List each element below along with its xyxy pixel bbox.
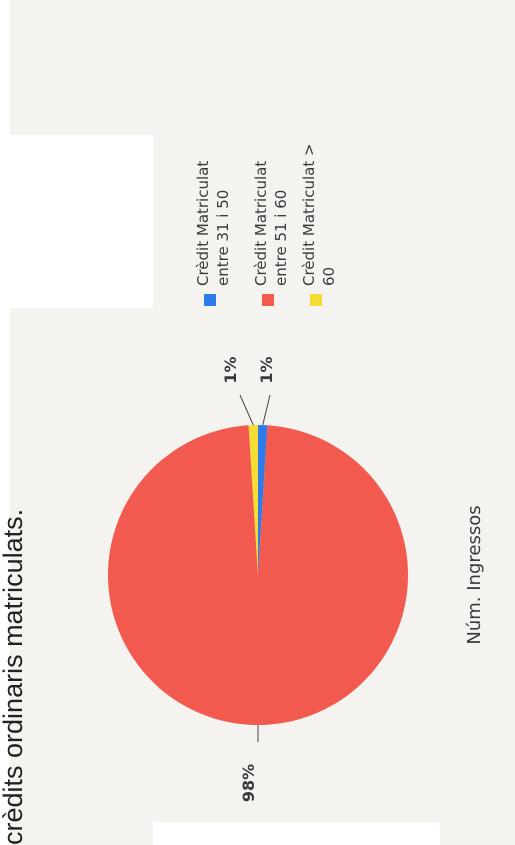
legend-label: entre 31 i 50 [214,190,232,286]
leader-line [239,394,254,426]
legend-label: 60 [320,267,338,286]
white-patch [10,135,153,308]
data-label: 98% [239,764,258,802]
legend-swatch [262,294,274,306]
legend-label: Crèdit Matriculat > [300,143,318,286]
x-axis-label: Núm. Ingressos [464,505,485,644]
legend-swatch [310,294,322,306]
pie-slice [258,425,268,575]
white-patch [153,822,440,845]
legend-label: entre 51 i 60 [272,190,290,286]
data-label: 1% [221,356,240,383]
pie-slice [248,425,258,575]
legend-swatch [204,294,216,306]
leader-line [262,394,271,426]
legend-label: Crèdit Matriculat [194,161,212,286]
legend-label: Crèdit Matriculat [252,161,270,286]
data-label: 1% [257,356,276,383]
pie-slice [108,425,408,725]
